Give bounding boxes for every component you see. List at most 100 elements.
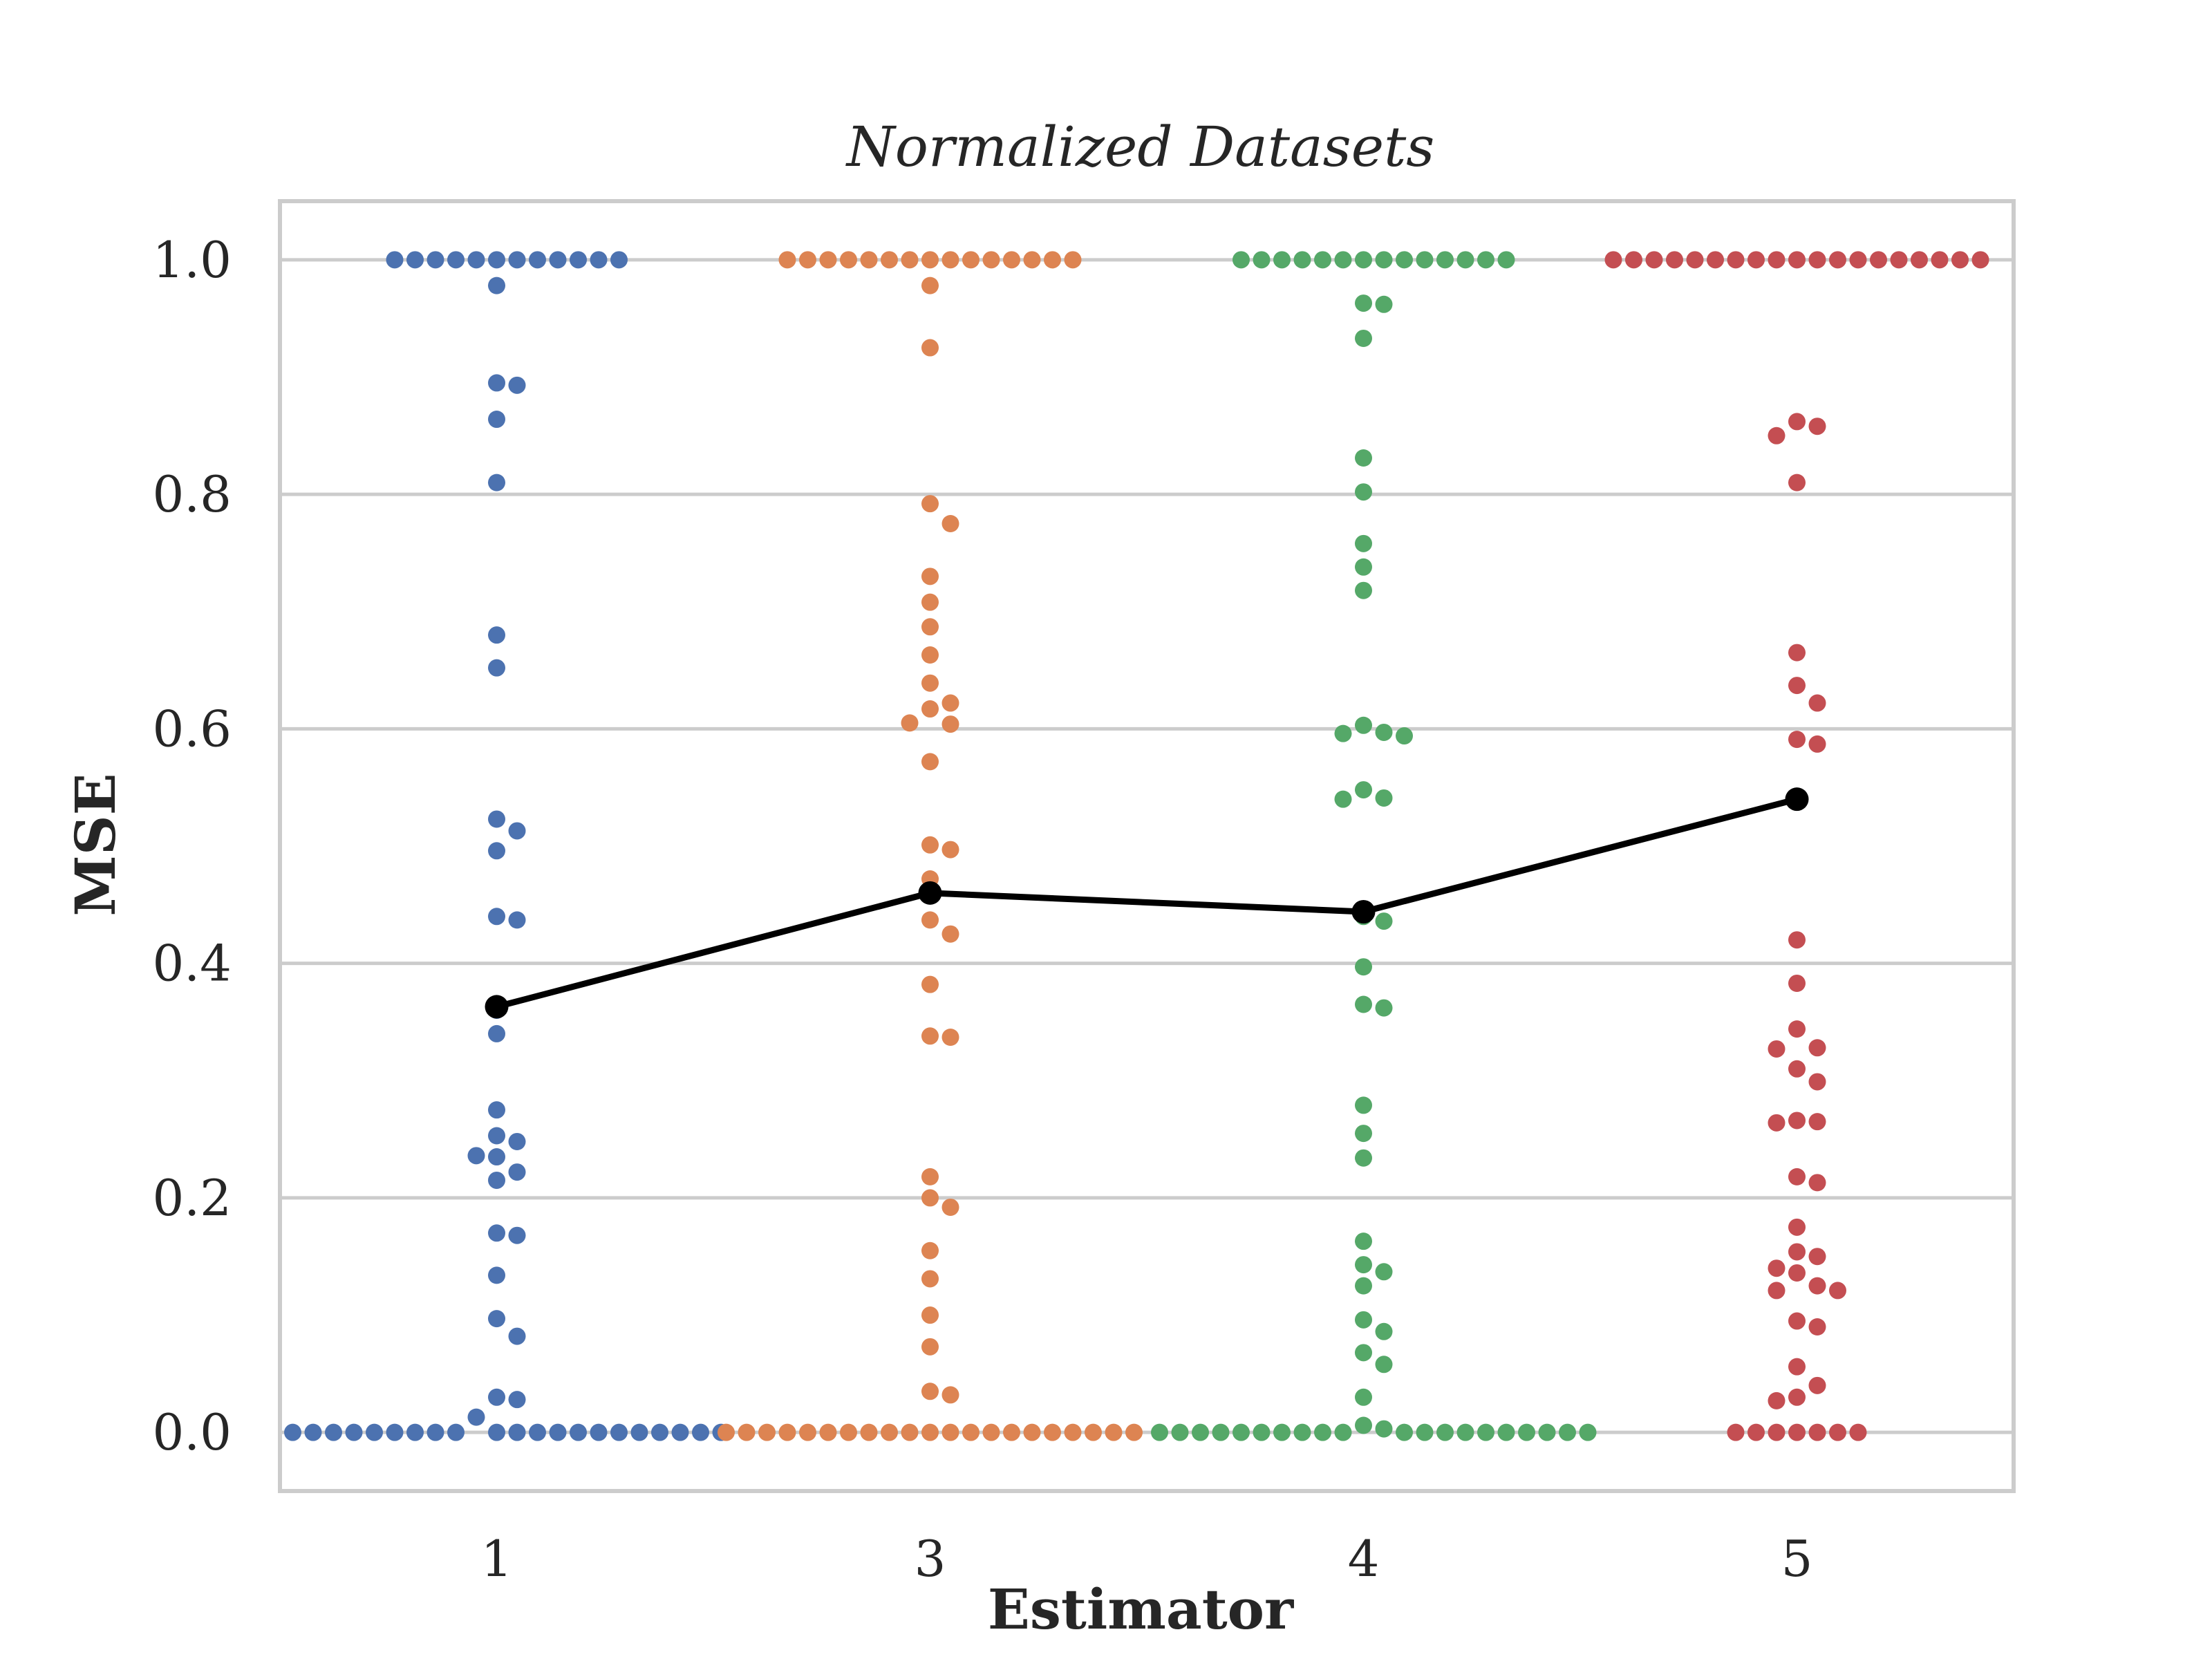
data-point [1808,1318,1826,1336]
data-point [488,1310,505,1328]
data-point [1355,329,1372,347]
data-point [778,1423,796,1441]
data-point [941,715,959,733]
data-point [921,1423,939,1441]
data-point [1768,427,1785,444]
data-point [1003,251,1020,269]
data-point [508,822,526,840]
data-point [386,251,404,269]
data-point [941,515,959,532]
data-point [1788,1423,1806,1441]
data-point [860,1423,878,1441]
data-point [1477,251,1494,269]
data-point [1518,1423,1535,1441]
data-point [284,1423,301,1441]
data-point [366,1423,383,1441]
data-point [1788,931,1806,949]
data-point [1375,1420,1393,1438]
data-point [921,1189,939,1207]
data-point [1023,1423,1041,1441]
data-point [447,1423,465,1441]
x-axis-title: Estimator [988,1577,1294,1642]
y-tick-label: 0.8 [152,465,232,523]
y-tick-labels: 0.0 0.2 0.4 0.6 0.8 1.0 [152,231,232,1461]
data-point [1707,251,1724,269]
swarm-points [284,251,1989,1441]
data-point [1829,1282,1846,1300]
data-point [1788,974,1806,992]
data-point [1375,251,1393,269]
data-point [1355,1344,1372,1362]
mean-point [485,995,509,1019]
data-point [508,911,526,929]
data-point [610,251,628,269]
y-tick-label: 0.4 [152,935,232,993]
data-point [1396,727,1413,745]
data-point [1768,1114,1785,1132]
data-point [718,1423,735,1441]
data-point [819,1423,837,1441]
data-point [1788,251,1806,269]
y-tick-label: 0.0 [152,1403,232,1461]
data-point [508,1226,526,1244]
data-point [345,1423,363,1441]
data-point [1808,1174,1826,1192]
data-point [921,674,939,692]
mean-line [496,796,1798,1010]
data-point [921,975,939,993]
data-point [1808,1423,1826,1441]
data-point [1645,251,1663,269]
data-point [1355,449,1372,467]
data-point [529,251,546,269]
data-point [488,411,505,429]
data-point [1808,1277,1826,1295]
mean-line-group [485,787,1809,1019]
chart-title: Normalized Datasets [845,115,1435,179]
data-point [1396,1423,1413,1441]
x-tick-label: 3 [915,1530,946,1588]
data-point [488,626,505,644]
data-point [488,810,505,828]
data-point [1105,1423,1123,1441]
data-point [467,1147,485,1165]
data-point [590,251,608,269]
data-point [921,1168,939,1185]
data-point [1436,1423,1454,1441]
data-point [1334,1423,1352,1441]
data-point [1375,1263,1393,1281]
data-point [1829,251,1846,269]
mean-point [1351,899,1376,924]
data-point [1023,251,1041,269]
data-point [1768,1040,1785,1058]
data-point [901,1423,919,1441]
data-point [1686,251,1704,269]
data-point [1625,251,1642,269]
data-point [1416,251,1434,269]
data-point [1931,251,1949,269]
data-point [488,276,505,294]
data-point [406,251,424,269]
data-point [1788,1060,1806,1078]
data-point [1085,1423,1102,1441]
data-point [1355,1416,1372,1434]
data-point [1456,1423,1474,1441]
data-point [1003,1423,1020,1441]
data-point [1253,251,1271,269]
data-point [1808,1248,1826,1266]
data-point [1416,1423,1434,1441]
data-point [488,374,505,392]
data-point [1232,1423,1250,1441]
data-point [1788,1218,1806,1236]
data-point [570,251,587,269]
data-point [1579,1423,1597,1441]
data-point [1355,1277,1372,1295]
data-point [901,714,919,732]
data-point [1064,1423,1082,1441]
y-axis-title: MSE [63,773,128,916]
data-point [488,1148,505,1166]
data-point [738,1423,756,1441]
data-point [1293,1423,1311,1441]
mean-point [1785,787,1809,812]
data-point [982,251,1000,269]
data-point [590,1423,608,1441]
